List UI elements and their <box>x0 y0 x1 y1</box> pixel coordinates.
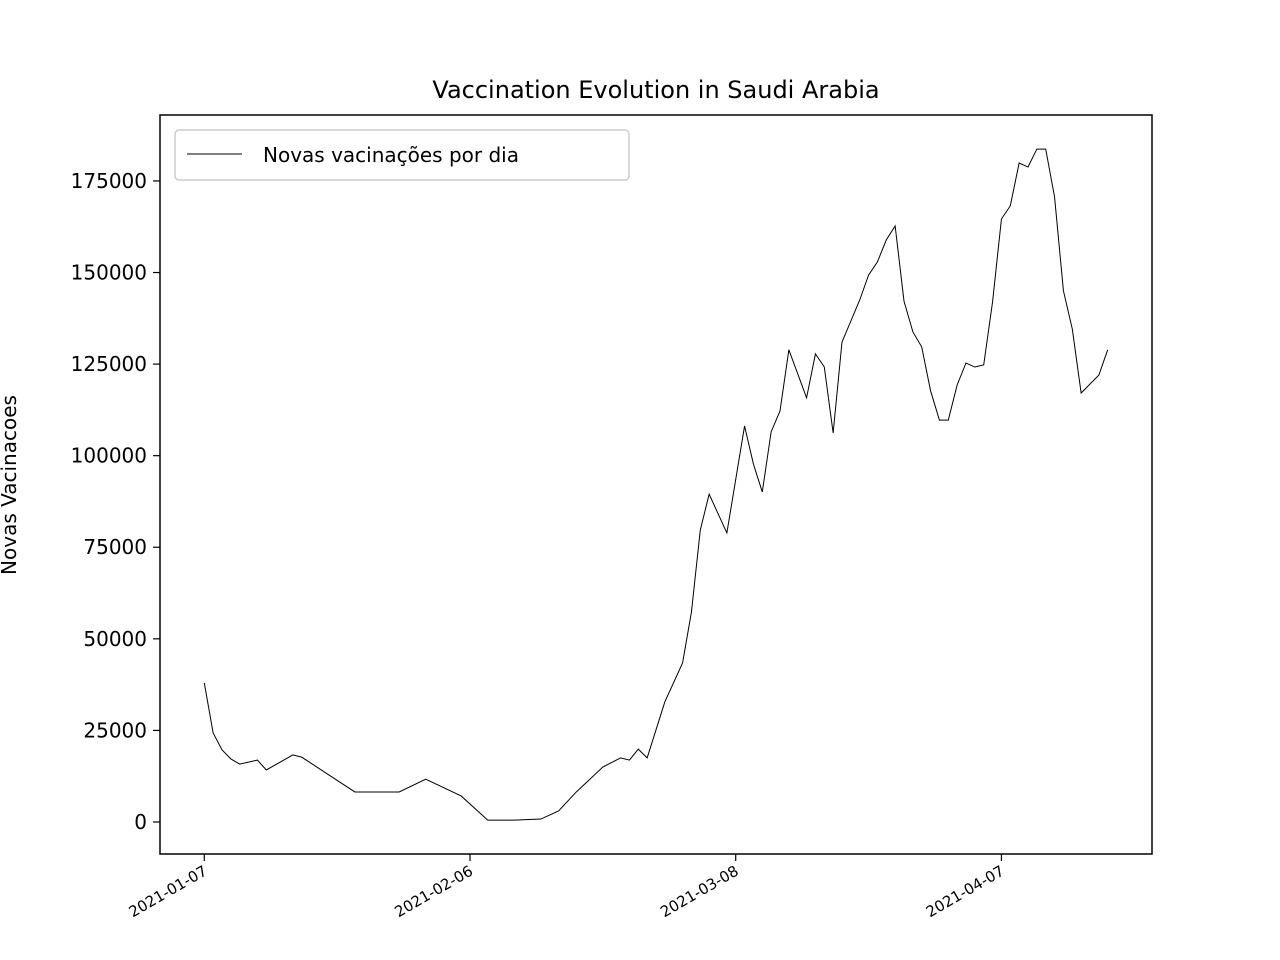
y-tick-label: 25000 <box>83 718 147 742</box>
y-tick-label: 175000 <box>71 169 147 193</box>
legend-label: Novas vacinações por dia <box>263 143 519 167</box>
series-line <box>203 148 1109 821</box>
y-tick-label: 50000 <box>83 627 147 651</box>
legend-box <box>174 129 630 181</box>
y-tick-label: 75000 <box>83 535 147 559</box>
y-tick-label: 100000 <box>71 444 147 468</box>
y-tick-label: 125000 <box>71 352 147 376</box>
plot-frame <box>159 114 1153 855</box>
y-tick-label: 150000 <box>71 261 147 285</box>
y-axis-label: Novas Vacinacoes <box>0 395 21 575</box>
y-tick-label: 0 <box>134 810 147 834</box>
chart-title: Vaccination Evolution in Saudi Arabia <box>432 76 879 104</box>
